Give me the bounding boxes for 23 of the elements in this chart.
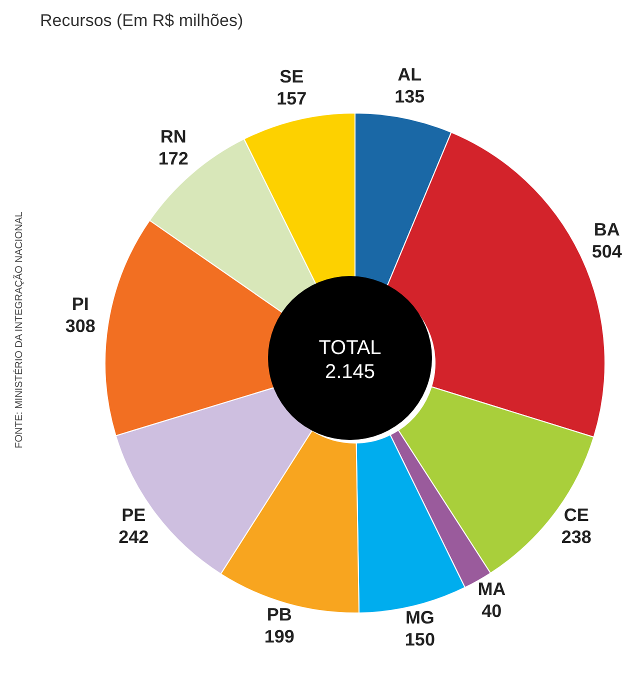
data-label: 150 xyxy=(404,629,435,650)
slice-label: AL xyxy=(398,64,422,84)
slice-label: PB xyxy=(266,604,292,625)
data-label: 40 xyxy=(482,601,502,622)
slice-label: CE xyxy=(564,505,589,526)
slice-label: MA xyxy=(478,579,506,600)
data-label: 157 xyxy=(276,88,307,108)
slice-label: RN xyxy=(160,126,186,146)
slice-label: PI xyxy=(72,294,89,314)
slice-label: SE xyxy=(280,66,304,86)
data-label: 238 xyxy=(561,527,592,548)
data-label: 504 xyxy=(592,241,622,262)
source-note: FONTE: MINISTÉRIO DA INTEGRAÇÃO NACIONAL xyxy=(13,211,25,448)
data-label: 199 xyxy=(264,626,294,647)
chart-title: Recursos (Em R$ milhões) xyxy=(40,11,244,30)
data-label: 242 xyxy=(118,527,149,548)
slice-label: PE xyxy=(122,505,146,526)
text: TOTAL 2.145 xyxy=(318,337,382,383)
slice-label: BA xyxy=(594,219,620,240)
slice-label: MG xyxy=(405,607,434,628)
data-label: 308 xyxy=(65,316,96,336)
data-label: 172 xyxy=(158,148,188,168)
data-label: 135 xyxy=(394,86,425,106)
